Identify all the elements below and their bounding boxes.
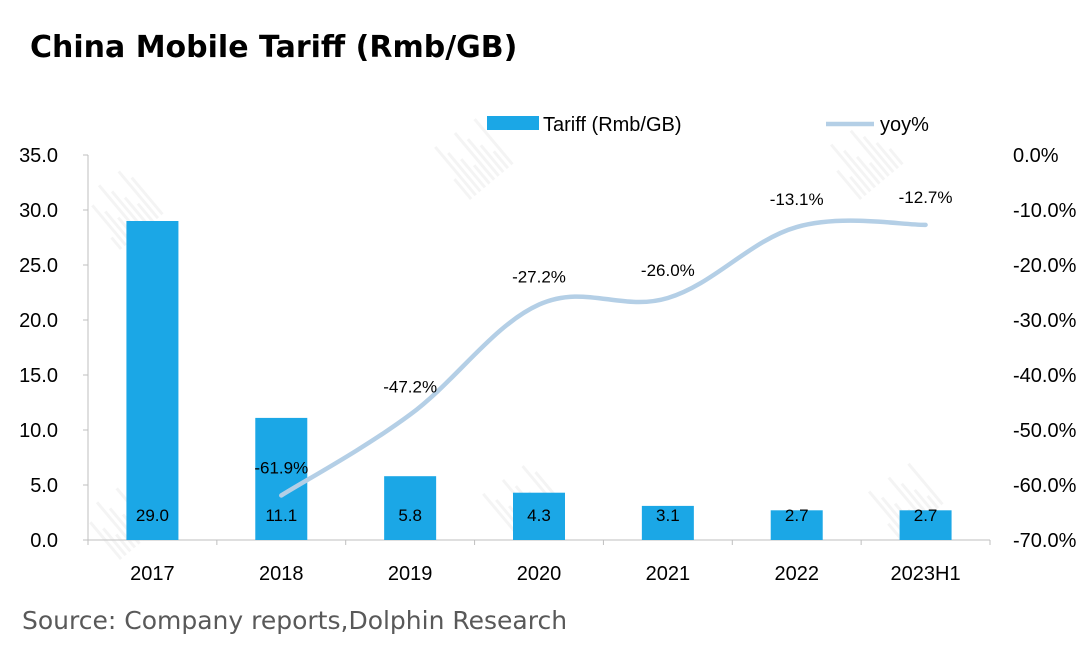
chart-title: China Mobile Tariff (Rmb/GB) bbox=[30, 30, 518, 65]
x-tick-label: 2018 bbox=[259, 563, 304, 585]
x-tick-label: 2021 bbox=[646, 563, 691, 585]
x-tick-label: 2020 bbox=[517, 563, 562, 585]
bar bbox=[513, 492, 565, 540]
watermark-layer bbox=[89, 118, 944, 560]
y-left-tick-label: 5.0 bbox=[30, 475, 58, 497]
y-left-tick-label: 15.0 bbox=[19, 365, 58, 387]
bar-data-label: 11.1 bbox=[265, 506, 297, 525]
y-right-tick-label: -20.0% bbox=[1013, 255, 1077, 277]
x-tick-label: 2022 bbox=[774, 563, 819, 585]
yoy-data-label: -12.7% bbox=[899, 188, 953, 207]
yoy-data-label: -61.9% bbox=[254, 458, 308, 477]
bar bbox=[899, 510, 952, 540]
yoy-line bbox=[279, 218, 928, 498]
watermark-mark bbox=[91, 170, 164, 250]
bar bbox=[255, 417, 308, 540]
bar-data-label: 29.0 bbox=[136, 506, 169, 525]
yoy-data-label: -47.2% bbox=[383, 378, 437, 397]
yoy-data-label: -27.2% bbox=[512, 268, 566, 287]
bar bbox=[770, 510, 823, 540]
y-right-tick-label: -60.0% bbox=[1013, 475, 1077, 497]
watermark-mark bbox=[829, 129, 904, 200]
yoy-data-label: -13.1% bbox=[770, 190, 824, 209]
bar bbox=[384, 476, 437, 540]
y-right-tick-label: -70.0% bbox=[1013, 530, 1077, 552]
bar bbox=[641, 505, 694, 540]
x-tick-label: 2023H1 bbox=[891, 563, 961, 585]
watermark-mark bbox=[434, 118, 514, 200]
yoy-data-label: -26.0% bbox=[641, 261, 695, 280]
bar-data-label: 2.7 bbox=[785, 506, 809, 525]
y-left-tick-label: 10.0 bbox=[19, 420, 58, 442]
y-left-tick-label: 0.0 bbox=[30, 530, 58, 552]
bar-data-label: 2.7 bbox=[914, 506, 938, 525]
y-right-tick-label: 0.0% bbox=[1013, 145, 1059, 167]
y-right-tick-label: -10.0% bbox=[1013, 200, 1077, 222]
legend-bar-swatch bbox=[487, 116, 539, 130]
bar bbox=[126, 221, 179, 540]
y-right-tick-label: -30.0% bbox=[1013, 310, 1077, 332]
y-right-tick-label: -50.0% bbox=[1013, 420, 1077, 442]
line-series: -61.9% -47.2% -27.2% -26.0% -13.1% -12.7% bbox=[254, 188, 953, 498]
y-left-tick-label: 20.0 bbox=[19, 310, 58, 332]
y-left-tick-label: 30.0 bbox=[19, 200, 58, 222]
bar-data-label: 3.1 bbox=[656, 506, 680, 525]
source-note: Source: Company reports,Dolphin Research bbox=[22, 606, 568, 635]
bar-data-label: 5.8 bbox=[398, 506, 422, 525]
x-tick-label: 2017 bbox=[130, 563, 175, 585]
y-left-tick-label: 25.0 bbox=[19, 255, 58, 277]
y-left-tick-label: 35.0 bbox=[19, 145, 58, 167]
y-right-tick-label: -40.0% bbox=[1013, 365, 1077, 387]
legend-line-label: yoy% bbox=[880, 114, 929, 136]
legend: Tariff (Rmb/GB) yoy% bbox=[487, 114, 929, 136]
axes: 0.0 5.0 10.0 15.0 20.0 25.0 30.0 35.0 -70.0% -60.… bbox=[19, 145, 1077, 585]
bar-data-label: 4.3 bbox=[527, 506, 551, 525]
x-tick-label: 2019 bbox=[388, 563, 433, 585]
bar-series: 29.0 11.1 5.8 4.3 3.1 2.7 2.7 bbox=[126, 221, 952, 540]
legend-bar-label: Tariff (Rmb/GB) bbox=[543, 114, 682, 136]
